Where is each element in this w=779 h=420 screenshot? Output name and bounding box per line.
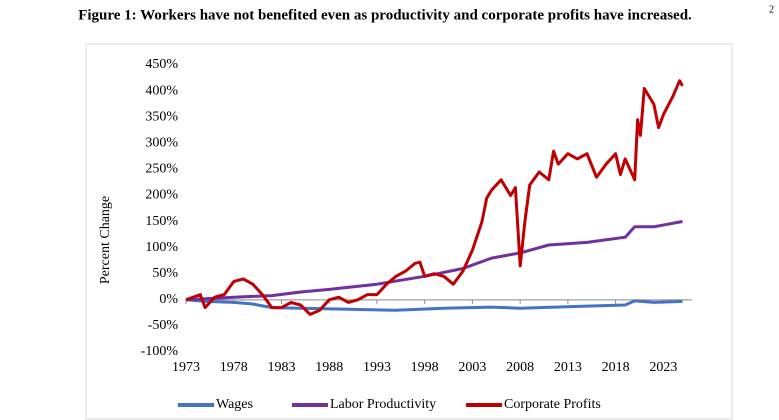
chart-border [85,43,733,420]
x-tick-label: 2018 [602,360,630,375]
y-tick-label: 200% [145,188,178,203]
x-tick-label: 1973 [172,360,200,375]
series-line [185,79,684,316]
legend-label: Labor Productivity [330,397,436,412]
chart-title: Figure 1: Workers have not benefited eve… [78,7,692,23]
x-tick-label: 2003 [458,360,486,375]
y-tick-label: 250% [145,162,178,177]
series-line [185,298,683,312]
y-tick-label: 350% [145,109,178,124]
y-tick-label: -50% [148,318,179,333]
x-tick-label: 1988 [315,360,343,375]
x-tick-label: 2013 [554,360,582,375]
y-tick-label: 100% [145,240,178,255]
y-tick-label: 50% [152,266,178,281]
x-tick-label: 2008 [506,360,534,375]
x-tick-label: 2023 [649,360,677,375]
y-tick-label: -100% [141,344,179,359]
y-axis-label: Percent Change [98,196,113,284]
y-tick-label: 300% [145,135,178,150]
x-tick-label: 1998 [411,360,439,375]
series-line [185,220,683,302]
y-tick-label: 450% [145,57,178,72]
legend-label: Wages [216,397,253,412]
y-tick-label: 400% [145,83,178,98]
y-tick-label: 0% [159,292,178,307]
x-tick-label: 1993 [363,360,391,375]
x-tick-label: 1983 [267,360,295,375]
y-tick-label: 150% [145,214,178,229]
x-tick-label: 1978 [220,360,248,375]
title-note: 2 [769,4,774,15]
legend-label: Corporate Profits [504,397,601,412]
